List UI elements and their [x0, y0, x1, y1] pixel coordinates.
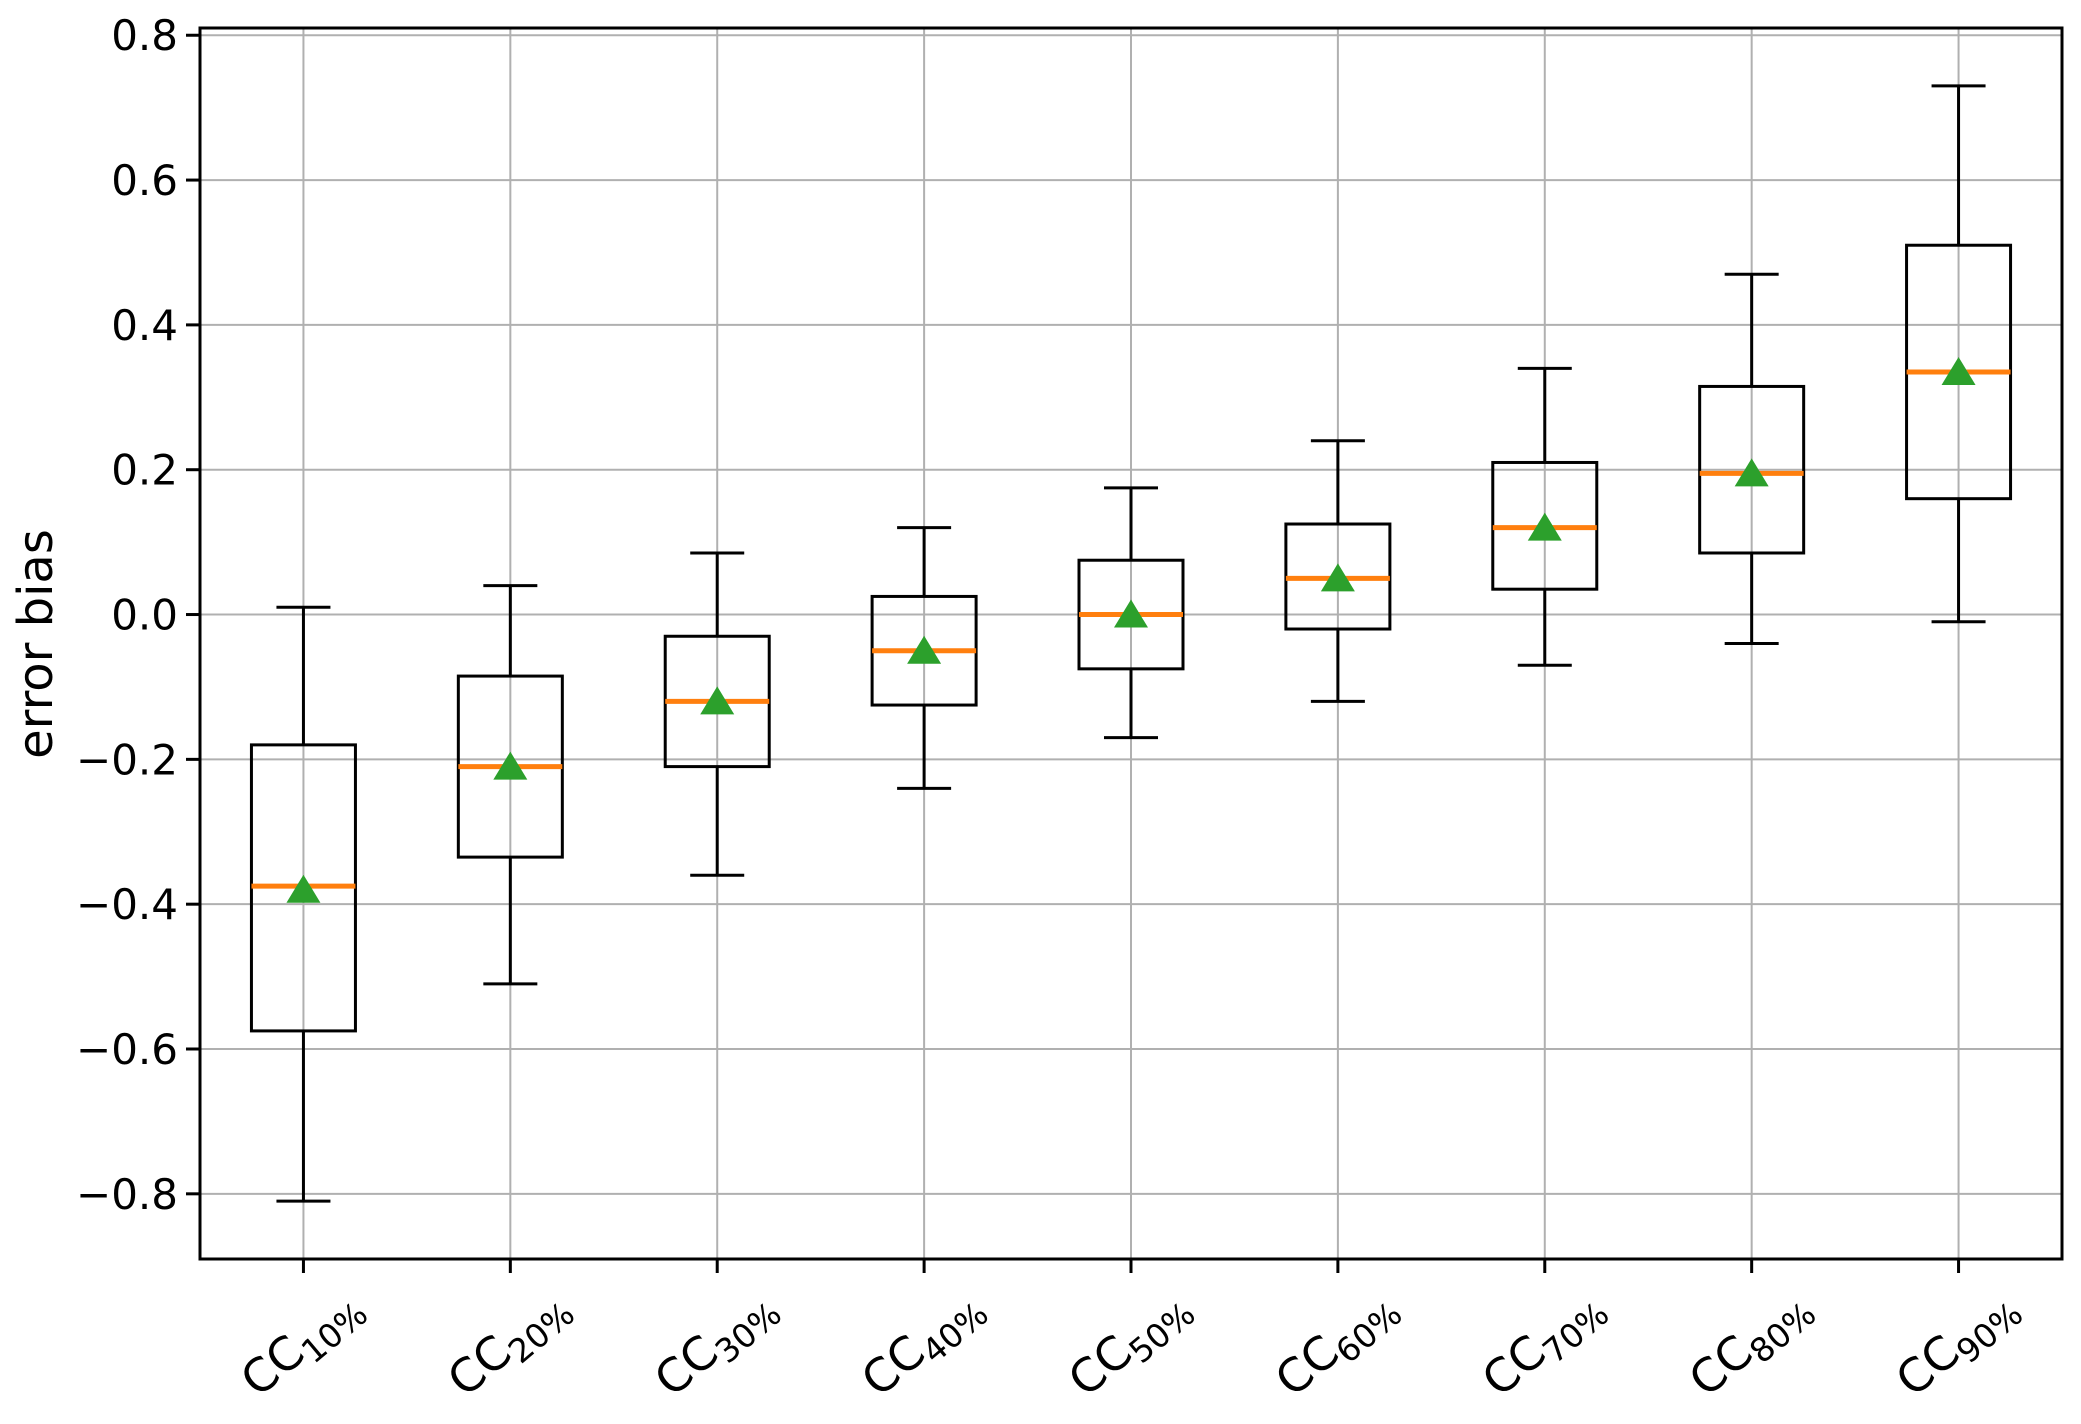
- y-tick-label: 0.6: [111, 156, 178, 205]
- y-tick-label: −0.6: [76, 1025, 178, 1074]
- box-group-cc80%: [1698, 272, 1806, 645]
- box-whisker-layer: [249, 84, 2013, 1203]
- y-tick-label: 0.4: [111, 301, 178, 350]
- box-group-cc50%: [1077, 486, 1185, 740]
- iqr-box: [1698, 384, 1806, 555]
- y-axis-label: error bias: [8, 529, 64, 759]
- box-group-cc90%: [1905, 84, 2013, 624]
- x-tick-label: CC90%: [1886, 1277, 2031, 1412]
- y-axis-title-group: error bias: [8, 529, 64, 759]
- x-tick-label: CC60%: [1265, 1277, 1410, 1412]
- box-group-cc40%: [870, 526, 978, 790]
- mean-marker: [286, 874, 321, 903]
- y-tick-label: −0.8: [76, 1170, 178, 1219]
- y-tick-label: 0.0: [111, 591, 178, 640]
- box-group-cc10%: [249, 605, 357, 1203]
- y-tick-label: −0.4: [76, 880, 178, 929]
- mean-marker: [907, 635, 942, 664]
- box-group-cc20%: [456, 584, 564, 986]
- box-group-cc70%: [1491, 366, 1599, 667]
- x-tick-label: CC30%: [644, 1277, 789, 1412]
- x-tick-label: CC50%: [1058, 1277, 1203, 1412]
- x-tick-label: CC70%: [1472, 1277, 1617, 1412]
- mean-marker: [1527, 512, 1562, 541]
- mean-marker: [1941, 356, 1976, 385]
- mean-marker: [1734, 458, 1769, 487]
- box-group-cc60%: [1284, 439, 1392, 703]
- x-tick-label: CC10%: [230, 1277, 375, 1412]
- mean-marker: [700, 686, 735, 715]
- x-tick-label: CC20%: [437, 1277, 582, 1412]
- mean-marker: [1114, 599, 1148, 628]
- y-tick-label: 0.2: [111, 446, 178, 495]
- box-group-cc30%: [663, 551, 771, 877]
- mean-marker: [493, 751, 528, 780]
- axis-ticks: 0.8 0.6 0.4 0.2 0.0 −0.2 −0.4 −0.6 −0.8 CC10% CC20…: [76, 11, 2031, 1412]
- mean-marker: [1320, 563, 1355, 592]
- y-tick-label: −0.2: [76, 735, 178, 784]
- y-tick-label: 0.8: [111, 11, 178, 60]
- grid-lines: [200, 28, 2062, 1259]
- x-tick-label: CC80%: [1679, 1277, 1824, 1412]
- x-tick-label: CC40%: [851, 1277, 996, 1412]
